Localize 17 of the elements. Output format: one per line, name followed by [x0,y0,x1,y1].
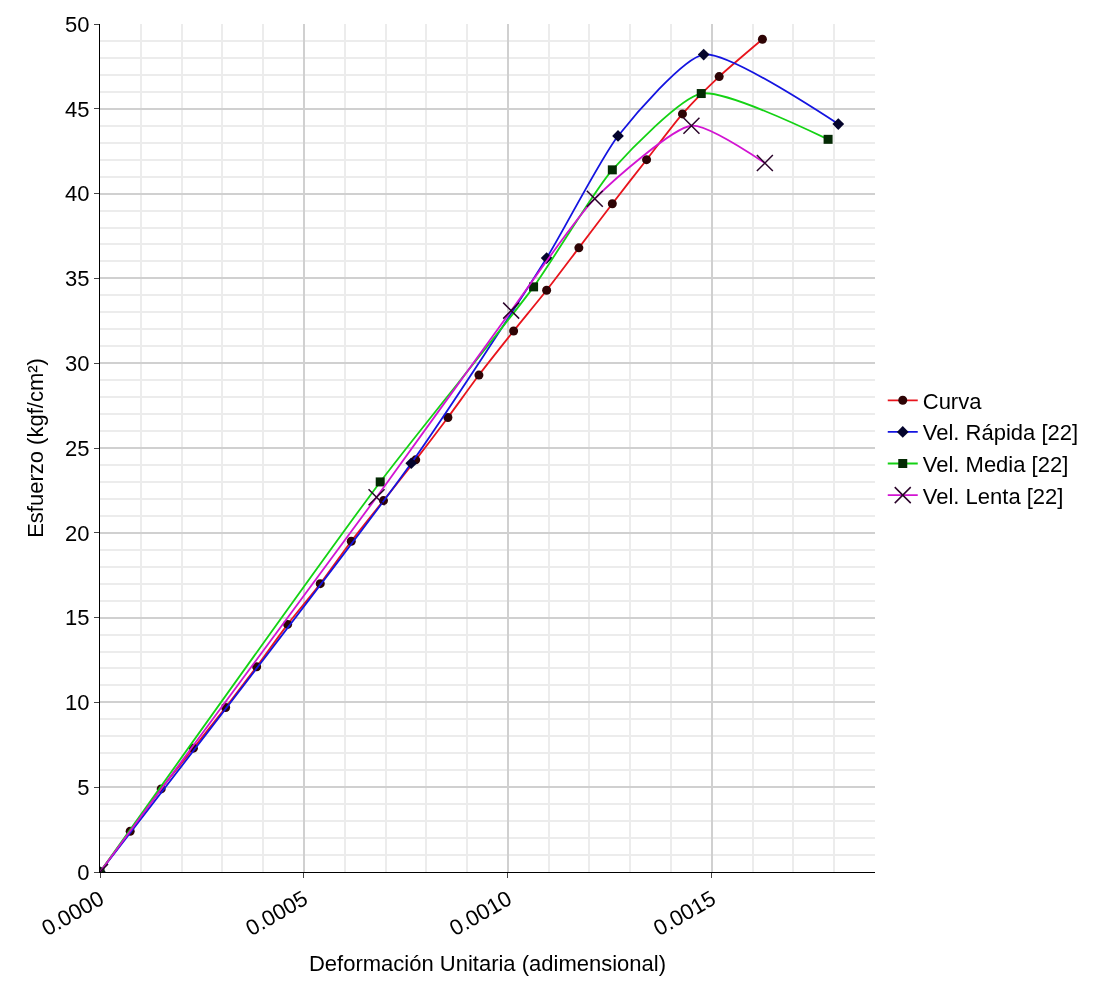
legend-label: Vel. Lenta [22] [922,483,1064,509]
y-tick-label: 5 [77,774,90,800]
y-tick-label: 15 [65,605,90,631]
y-tick-label: 40 [65,181,90,207]
y-tick-label: 45 [65,96,90,122]
legend-label: Curva [922,388,983,414]
legend-label: Vel. Media [22] [922,452,1069,478]
y-tick-label: 35 [65,266,90,292]
legend-label: Vel. Rápida [22] [922,420,1079,446]
y-tick-label: 10 [65,690,90,716]
y-tick-label: 30 [65,350,90,376]
x-axis-title: Deformación Unitaria (adimensional) [308,950,667,976]
y-tick-label: 50 [65,11,90,37]
y-axis-title: Esfuerzo (kgf/cm²) [22,358,48,538]
y-tick-label: 25 [65,435,90,461]
y-tick-label: 20 [65,520,90,546]
y-tick-label: 0 [77,859,90,885]
